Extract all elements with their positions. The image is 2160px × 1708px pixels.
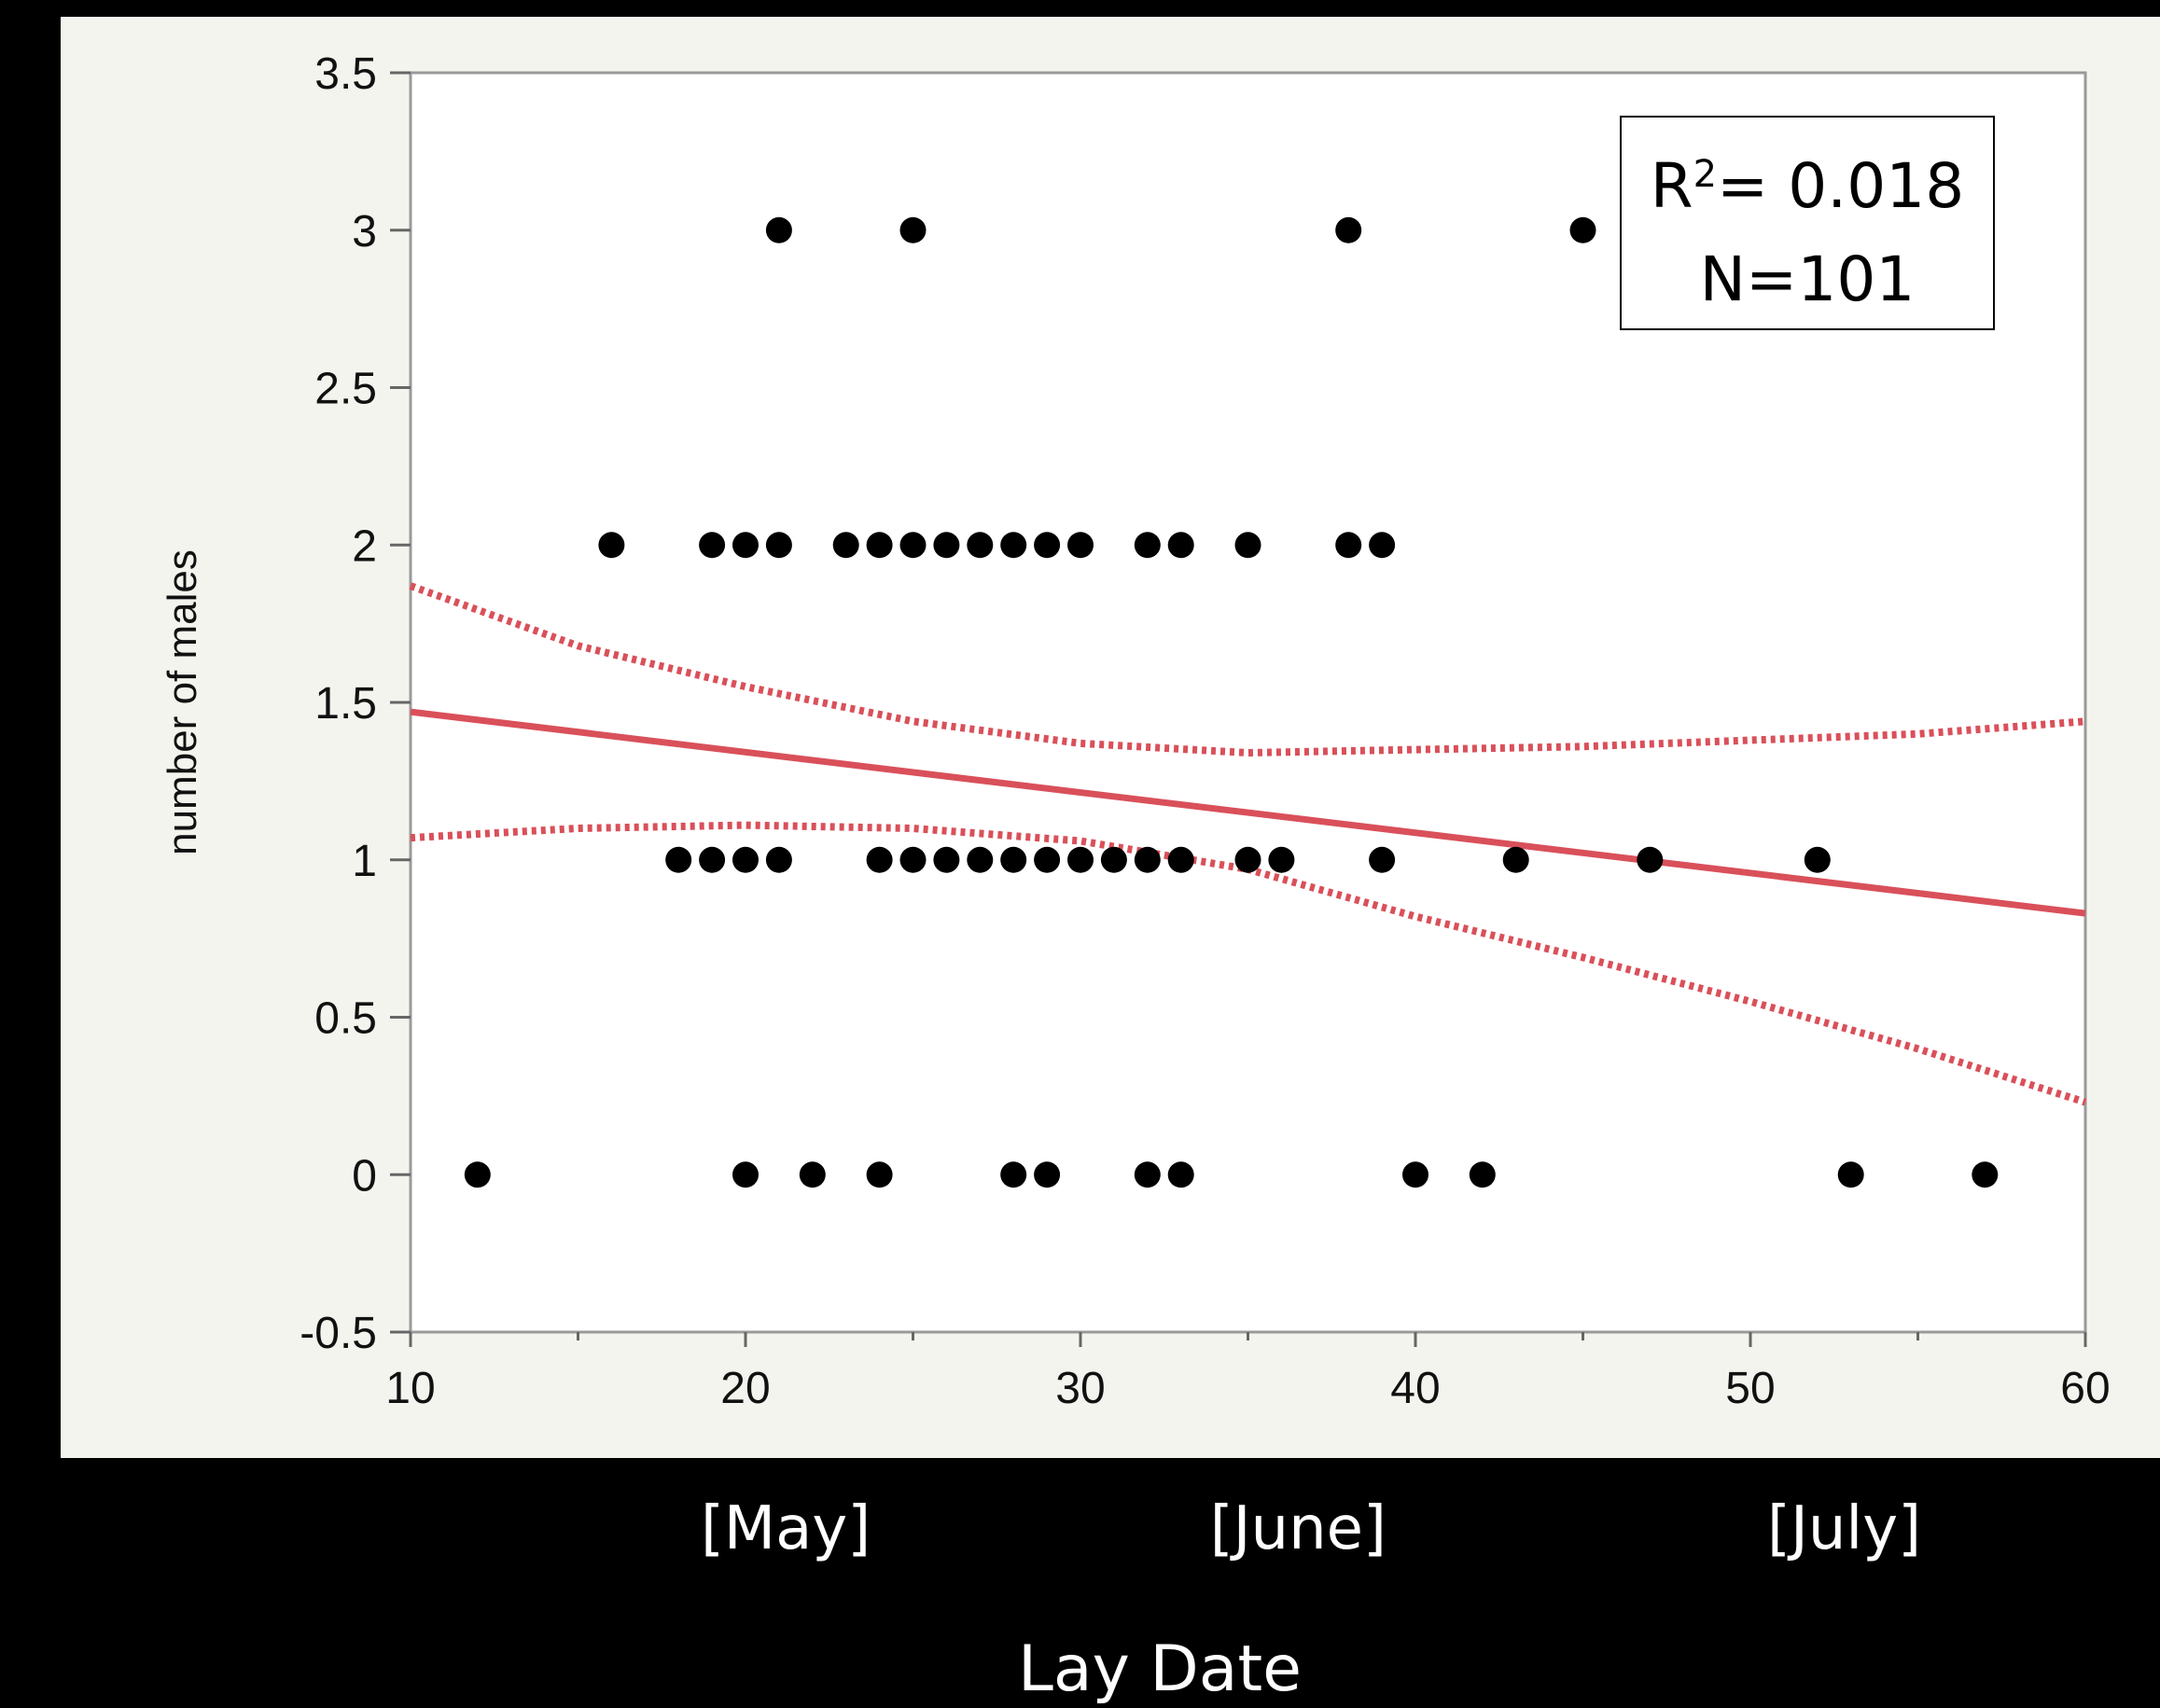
y-tick-label: 0.5 [314,994,377,1044]
data-point [1335,216,1362,243]
data-point [1134,1161,1161,1188]
r-squared-symbol: R [1651,150,1693,222]
axes: 10 20 30 40 50 60 -0.5 0 0.5 1 1.5 2 2.5 3 3.5 [300,49,2110,1413]
r-squared-superscript: 2 [1693,153,1717,196]
data-point [967,532,994,559]
data-point [1837,1161,1864,1188]
data-point [699,532,726,559]
y-axis-label: number of males [160,549,205,855]
y-tick-label: 1 [352,837,377,886]
data-point [899,846,927,873]
data-point [1335,532,1362,559]
data-point [899,216,927,243]
x-tick-label: 20 [720,1364,770,1413]
data-point [933,532,960,559]
fit-line [410,708,2086,917]
data-point [1134,532,1161,559]
x-tick-label: 40 [1390,1364,1440,1413]
y-tick-label: 3 [352,207,377,257]
data-point [1234,846,1261,873]
data-point [732,1161,759,1188]
data-point [765,532,792,559]
data-point [1804,846,1831,873]
data-point [1100,846,1127,873]
data-point [1134,846,1161,873]
data-point [866,532,893,559]
data-point [1167,1161,1194,1188]
data-points [464,216,1999,1188]
data-point [1034,846,1061,873]
data-point [1569,216,1596,243]
y-tick-label: 2 [352,521,377,571]
x-axis-label: Lay Date [1018,1632,1302,1706]
month-label: [June] [1210,1494,1387,1563]
data-point [1369,846,1396,873]
data-point [1972,1161,1999,1188]
data-point [866,846,893,873]
data-point [765,216,792,243]
x-tick-label: 30 [1055,1364,1105,1413]
y-tick-label: 0 [352,1151,377,1201]
x-tick-label: 10 [385,1364,435,1413]
x-tick-label: 50 [1725,1364,1775,1413]
n-text: N=101 [1700,243,1916,315]
data-point [1000,1161,1027,1188]
data-point [1000,846,1027,873]
r-squared-text: R2= 0.018 [1651,150,1965,222]
data-point [665,846,692,873]
month-label: [July] [1767,1494,1921,1563]
data-point [1034,532,1061,559]
month-labels: [May] [June] [July] [701,1494,1921,1563]
data-point [699,846,726,873]
data-point [1034,1161,1061,1188]
y-tick-label: -0.5 [300,1309,377,1358]
ci-upper-curve [409,582,2086,757]
stats-annotation: R2= 0.018 N=101 [1620,116,1995,330]
data-point [1167,532,1194,559]
data-point [832,532,859,559]
data-point [732,846,759,873]
y-tick-label: 3.5 [314,49,377,99]
data-point [765,846,792,873]
data-point [933,846,960,873]
data-point [799,1161,826,1188]
data-point [1167,846,1194,873]
stats-box [1620,116,1995,330]
data-point [1402,1161,1428,1188]
y-tick-label: 2.5 [314,365,377,414]
y-tick-label: 1.5 [314,679,377,729]
data-point [1502,846,1529,873]
data-point [899,532,927,559]
regression-fit [410,708,2086,917]
data-point [1067,532,1094,559]
data-point [1234,532,1261,559]
r-squared-value: = 0.018 [1717,150,1964,222]
data-point [732,532,759,559]
data-point [1637,846,1664,873]
data-point [1369,532,1396,559]
data-point [1268,846,1295,873]
data-point [866,1161,893,1188]
data-point [1067,846,1094,873]
data-point [598,532,625,559]
x-tick-label: 60 [2060,1364,2110,1413]
data-point [1000,532,1027,559]
data-point [1469,1161,1496,1188]
data-point [464,1161,491,1188]
data-point [967,846,994,873]
month-label: [May] [701,1494,871,1563]
